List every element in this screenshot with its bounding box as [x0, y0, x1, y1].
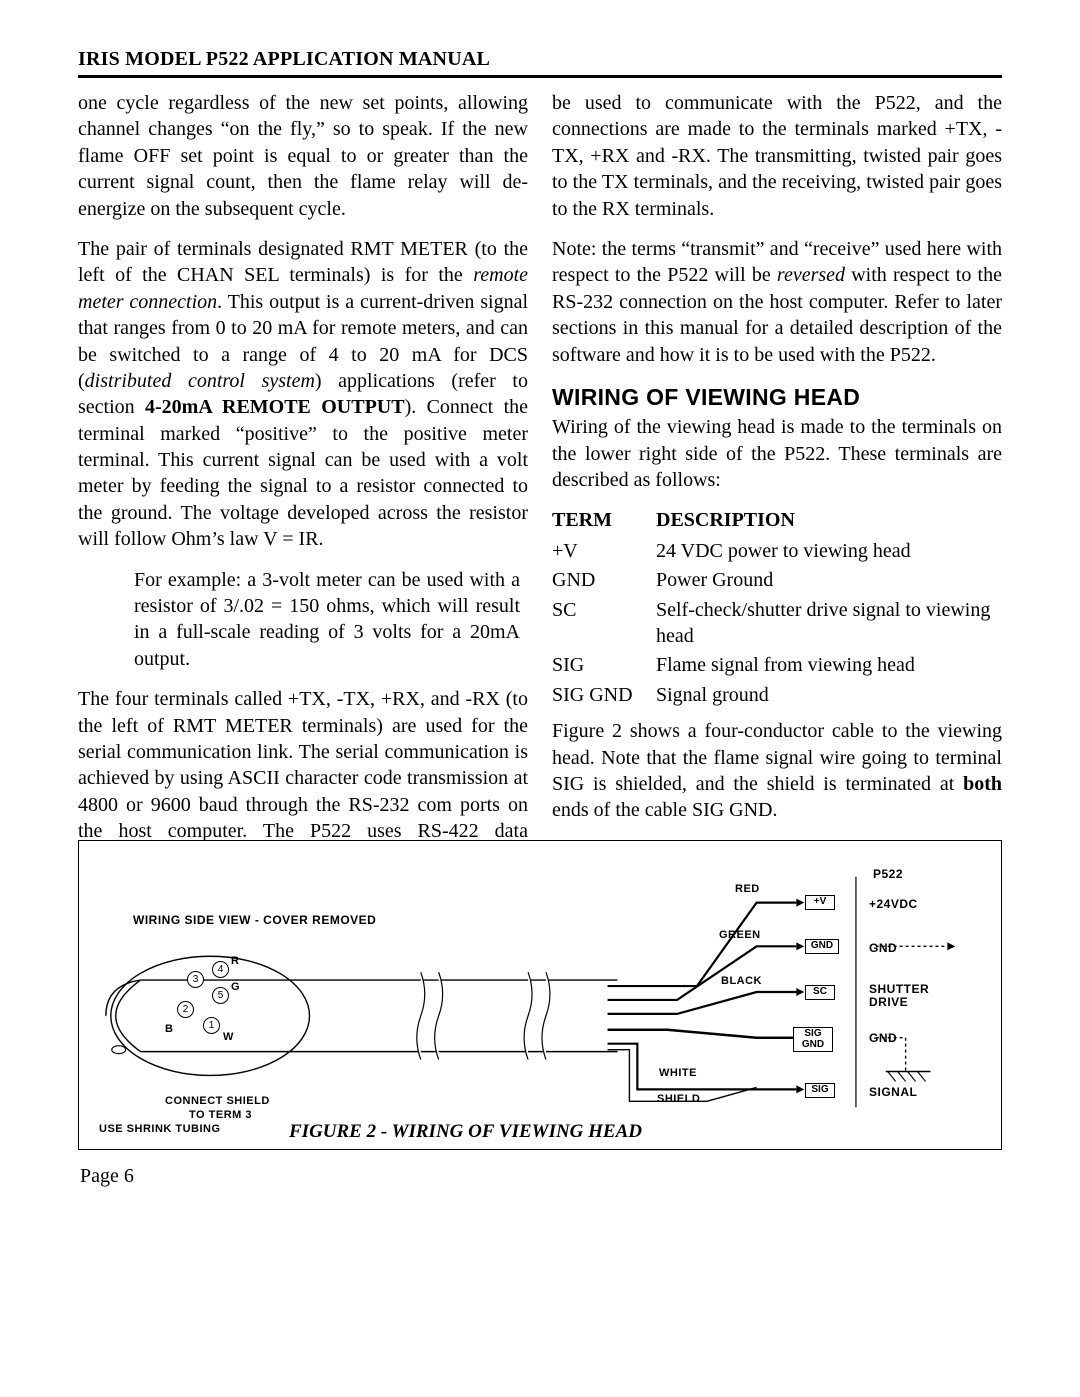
label-side-view: WIRING SIDE VIEW - COVER REMOVED — [133, 913, 376, 927]
pin-letter-r: R — [231, 955, 239, 967]
label-p522: P522 — [873, 867, 903, 881]
cell-term: GND — [552, 567, 656, 593]
text-span: ends of the cable SIG GND. — [552, 799, 778, 821]
page-header: IRIS MODEL P522 APPLICATION MANUAL — [78, 48, 1002, 78]
label-connect1: CONNECT SHIELD — [165, 1095, 270, 1107]
heading-wiring: WIRING OF VIEWING HEAD — [552, 382, 1002, 412]
pin-letter-b: B — [165, 1023, 173, 1035]
italic-reversed: reversed — [777, 264, 845, 286]
label-connect2: TO TERM 3 — [189, 1109, 252, 1121]
figure-caption: FIGURE 2 - WIRING OF VIEWING HEAD — [289, 1121, 642, 1143]
label-gnd2: GND — [869, 1031, 897, 1045]
term-box-sig: SIG — [805, 1083, 835, 1098]
table-row: +V 24 VDC power to viewing head — [552, 538, 1002, 564]
cell-desc: 24 VDC power to viewing head — [656, 538, 1002, 564]
pin-5: 5 — [212, 987, 229, 1004]
pin-letter-w: W — [223, 1031, 234, 1043]
terminal-table-header: TERM DESCRIPTION — [552, 507, 1002, 533]
para-wiring-intro: Wiring of the viewing head is made to th… — [552, 414, 1002, 493]
text-span: ). Connect the terminal marked “positive… — [78, 396, 528, 550]
text-span: Figure 2 shows a four-conductor cable to… — [552, 720, 1002, 795]
th-desc: DESCRIPTION — [656, 507, 795, 533]
left-column: one cycle regardless of the new set poin… — [78, 90, 528, 964]
terminal-table: TERM DESCRIPTION +V 24 VDC power to view… — [552, 507, 1002, 708]
wire-color-green: GREEN — [719, 929, 761, 941]
term-box-gnd: GND — [805, 939, 839, 954]
wire-color-white: WHITE — [659, 1067, 697, 1079]
table-row: SIG GND Signal ground — [552, 682, 1002, 708]
page-number: Page 6 — [80, 1165, 134, 1188]
cell-desc: Self-check/shutter drive signal to viewi… — [656, 597, 1002, 650]
two-column-body: one cycle regardless of the new set poin… — [78, 90, 1002, 964]
text-span: The pair of terminals designated RMT MET… — [78, 238, 528, 286]
bold-both: both — [963, 773, 1002, 795]
para-figure2: Figure 2 shows a four-conductor cable to… — [552, 718, 1002, 824]
label-shutter: SHUTTER DRIVE — [869, 983, 959, 1009]
label-connect3: USE SHRINK TUBING — [99, 1123, 221, 1135]
term-box-v: +V — [805, 895, 835, 910]
pin-3: 3 — [187, 971, 204, 988]
cell-term: SC — [552, 597, 656, 623]
example-indent: For example: a 3-volt meter can be used … — [134, 567, 520, 673]
cell-term: SIG GND — [552, 682, 656, 708]
table-row: SIG Flame signal from viewing head — [552, 652, 1002, 678]
label-signal: SIGNAL — [869, 1085, 917, 1099]
para-note: Note: the terms “transmit” and “receive”… — [552, 236, 1002, 368]
italic-dcs: distributed control system — [85, 370, 315, 392]
term-box-sc: SC — [805, 985, 835, 1000]
wire-color-shield: SHIELD — [657, 1093, 700, 1105]
cell-term: SIG — [552, 652, 656, 678]
pin-2: 2 — [177, 1001, 194, 1018]
table-row: GND Power Ground — [552, 567, 1002, 593]
cell-desc: Signal ground — [656, 682, 1002, 708]
pin-1: 1 — [203, 1017, 220, 1034]
label-24vdc: +24VDC — [869, 897, 918, 911]
cell-desc: Flame signal from viewing head — [656, 652, 1002, 678]
th-term: TERM — [552, 507, 656, 533]
label-gnd1: GND — [869, 941, 897, 955]
term-box-siggnd: SIG GND — [793, 1027, 833, 1052]
pin-4: 4 — [212, 961, 229, 978]
bold-remote-output: 4-20mA REMOTE OUTPUT — [145, 396, 405, 418]
para-communicate: be used to communicate with the P522, an… — [552, 90, 1002, 222]
right-column: be used to communicate with the P522, an… — [552, 90, 1002, 964]
para-rmt-meter: The pair of terminals designated RMT MET… — [78, 236, 528, 553]
cell-term: +V — [552, 538, 656, 564]
para-cycle: one cycle regardless of the new set poin… — [78, 90, 528, 222]
pin-letter-g: G — [231, 981, 240, 993]
wire-color-red: RED — [735, 883, 760, 895]
wire-color-black: BLACK — [721, 975, 762, 987]
figure-2-wiring-diagram: WIRING SIDE VIEW - COVER REMOVED 4 3 5 2… — [78, 840, 1002, 1150]
cell-desc: Power Ground — [656, 567, 1002, 593]
table-row: SC Self-check/shutter drive signal to vi… — [552, 597, 1002, 650]
